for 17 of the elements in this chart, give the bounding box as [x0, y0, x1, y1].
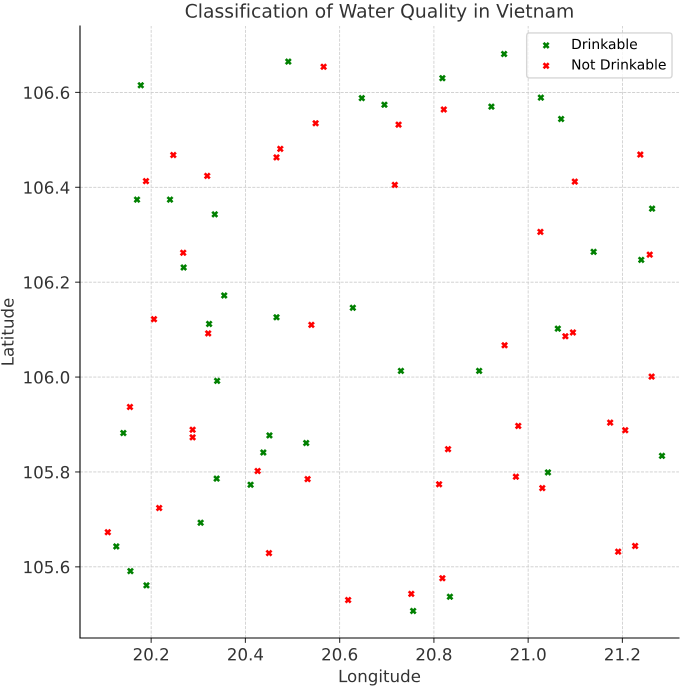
y-tick-label: 106.2 — [24, 276, 69, 289]
x-tick-label: 20.2 — [134, 648, 168, 661]
y-tick-label: 105.8 — [24, 466, 70, 479]
y-tick-label: 105.6 — [24, 560, 70, 574]
y-axis-title: Latitude — [0, 298, 14, 365]
y-tick-label: 106.4 — [24, 181, 70, 194]
y-tick-label: 106.0 — [24, 371, 70, 384]
x-tick-label: 20.4 — [228, 648, 264, 661]
y-tick-label: 106.6 — [24, 86, 70, 99]
x-tick-label: 20.8 — [416, 648, 452, 661]
legend-label: Not Drinkable — [572, 58, 666, 70]
chart-title: Classification of Water Quality in Vietnam — [186, 3, 573, 22]
x-axis-title: Longitude — [340, 669, 420, 686]
x-tick-label: 20.6 — [322, 648, 358, 661]
x-tick-label: 21.0 — [510, 648, 546, 661]
legend-label: Drinkable — [572, 38, 637, 50]
x-tick-label: 21.2 — [605, 648, 640, 660]
